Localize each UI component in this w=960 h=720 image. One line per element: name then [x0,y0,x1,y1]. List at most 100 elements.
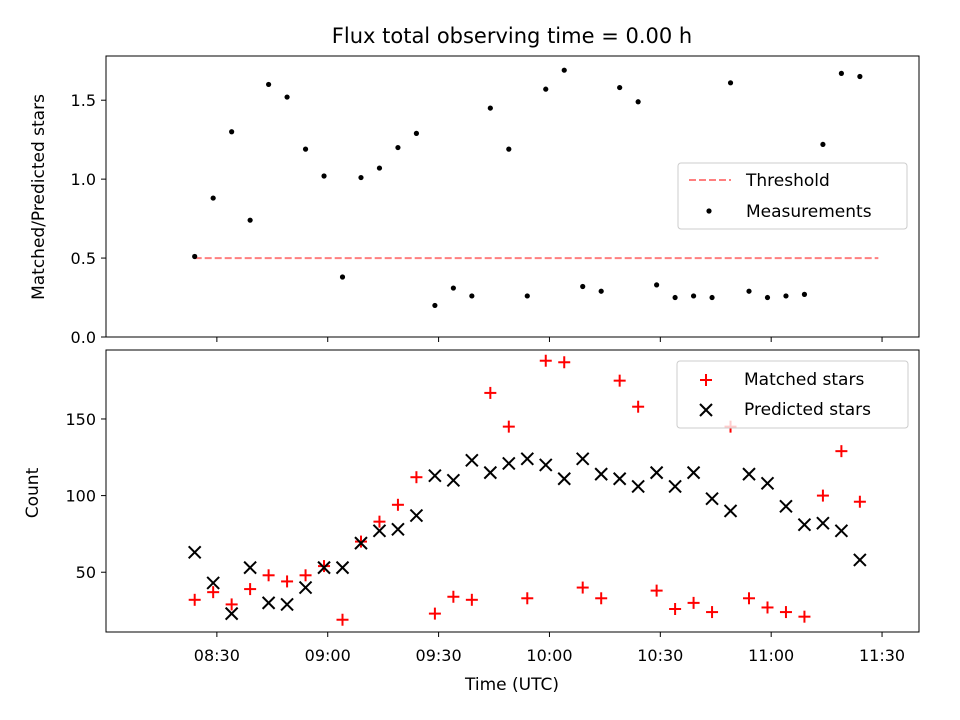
top-legend-box [677,162,908,230]
matched-star-point [632,400,645,413]
matched-star-point [484,386,497,399]
predicted-star-point [834,524,849,538]
matched-star-point [428,607,441,620]
matched-star-point [447,590,460,603]
predicted-star-point [206,576,220,590]
matched-star-point [391,498,404,511]
top-y-tick-label: 0.5 [71,249,96,268]
measurement-point [229,129,235,135]
matched-star-point [207,586,220,599]
x-tick-label: 10:00 [526,646,572,665]
predicted-star-point [483,465,498,480]
measurement-point [635,99,641,105]
matched-star-point [539,354,552,367]
predicted-star-point [465,453,479,468]
matched-star-point [558,356,571,369]
legend-threshold-label: Threshold [745,171,830,191]
bottom-legend-box [676,360,909,429]
matched-star-point [502,420,515,433]
predicted-star-point [372,524,387,538]
predicted-star-point [594,467,608,481]
predicted-star-point [243,560,257,575]
measurement-point [339,274,346,280]
predicted-star-point [261,596,276,610]
measurement-point [801,291,808,297]
predicted-star-point [705,491,719,506]
matched-star-point [188,593,201,606]
predicted-star-point [187,545,202,560]
x-tick-label: 08:30 [194,646,240,665]
matched-star-point [373,515,386,528]
top-panel: 0.0 0.5 1.0 1.5 Matched/Predicted stars Thr… [29,55,920,347]
predicted-star-point [668,479,682,494]
predicted-star-point [539,458,553,472]
matched-star-point [613,374,626,387]
predicted-star-point [280,597,294,612]
x-tick-label: 11:00 [748,646,794,665]
x-tick-label: 09:00 [305,646,351,665]
matched-star-point [669,603,682,616]
predicted-star-point [760,476,775,491]
measurement-point [376,165,383,171]
matched-star-point [798,610,811,623]
matched-star-point [706,606,719,619]
matched-star-point [225,598,238,611]
predicted-star-point [502,456,516,471]
measurement-point [764,294,771,301]
measurement-point [654,282,660,288]
predicted-star-point [797,518,812,532]
matched-star-point [650,584,663,597]
measurement-point [580,283,586,290]
legend-predicted-marker [699,403,713,417]
legend-predicted-label: Predicted stars [744,400,871,420]
measurement-point [395,144,401,151]
bottom-axes-frame [105,349,920,633]
measurement-point [838,70,844,76]
matched-star-point [410,471,423,484]
measurement-point [672,294,678,301]
top-y-tick-label: 1.0 [71,170,96,189]
predicted-star-point [317,560,331,575]
measurement-point [524,293,530,299]
matched-star-point [465,593,478,606]
predicted-star-point [816,516,830,530]
measurement-point [192,253,198,260]
measurement-point [746,288,752,294]
matched-star-point [687,596,700,609]
measurement-point [210,195,216,201]
measurement-point [450,285,456,291]
predicted-star-point [446,473,461,487]
matched-star-point [779,606,792,619]
measurement-point [543,86,549,92]
x-tick-label: 10:30 [637,646,683,665]
measurement-point [302,146,309,152]
matched-star-point [576,581,589,594]
measurement-point [321,173,327,179]
matched-star-point [595,592,608,605]
top-legend: Threshold Measurements [677,162,908,230]
x-tick-label: 11:30 [859,646,905,665]
bottom-y-tick-label: 100 [65,487,96,506]
top-y-axis-label: Matched/Predicted stars [29,94,49,300]
measurement-point [487,105,493,111]
x-axis-label: Time (UTC) [464,675,559,695]
predicted-star-point [428,468,442,483]
matched-star-point [244,583,257,596]
top-y-tick-label: 0.0 [71,328,96,347]
predicted-star-point [649,465,664,480]
measurement-point [857,73,863,80]
measurement-point [727,80,734,86]
matched-star-point [318,560,331,573]
predicted-star-point [576,452,590,466]
predicted-star-point [391,522,405,537]
matched-star-point [816,489,829,502]
bottom-y-tick-label: 50 [76,563,96,582]
predicted-star-point [224,606,239,621]
matched-star-point [853,495,866,508]
bottom-legend: Matched stars Predicted stars [676,360,909,429]
matched-star-point [262,569,275,582]
measurement-point [266,81,272,88]
matched-star-point [281,575,294,588]
matched-star-point [835,445,848,458]
measurement-point [690,293,697,299]
